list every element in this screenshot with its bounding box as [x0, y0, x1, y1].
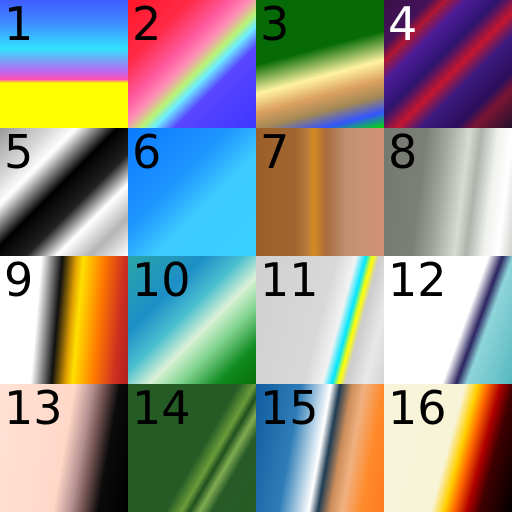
gradient-tile-7: 7 [256, 128, 384, 256]
gradient-tile-3: 3 [256, 0, 384, 128]
tile-number: 6 [132, 128, 162, 179]
tile-number: 2 [132, 0, 162, 51]
gradient-tile-8: 8 [384, 128, 512, 256]
gradient-tile-4: 4 [384, 0, 512, 128]
tile-number: 3 [260, 0, 290, 51]
gradient-tile-12: 12 [384, 256, 512, 384]
gradient-tile-5: 5 [0, 128, 128, 256]
tile-number: 7 [260, 128, 290, 179]
gradient-tile-2: 2 [128, 0, 256, 128]
tile-number: 10 [132, 256, 191, 307]
tile-number: 13 [4, 384, 63, 435]
gradient-tile-1: 1 [0, 0, 128, 128]
tile-number: 1 [4, 0, 34, 51]
tile-number: 11 [260, 256, 319, 307]
gradient-tile-10: 10 [128, 256, 256, 384]
gradient-tile-13: 13 [0, 384, 128, 512]
gradient-tile-14: 14 [128, 384, 256, 512]
tile-number: 15 [260, 384, 319, 435]
tile-number: 14 [132, 384, 191, 435]
tile-number: 16 [388, 384, 447, 435]
tile-number: 5 [4, 128, 34, 179]
gradient-tile-15: 15 [256, 384, 384, 512]
tile-number: 8 [388, 128, 418, 179]
tile-number: 12 [388, 256, 447, 307]
gradient-tile-16: 16 [384, 384, 512, 512]
tile-number: 9 [4, 256, 34, 307]
gradient-tile-6: 6 [128, 128, 256, 256]
gradient-tile-11: 11 [256, 256, 384, 384]
tile-number: 4 [388, 0, 418, 51]
gradient-tile-9: 9 [0, 256, 128, 384]
